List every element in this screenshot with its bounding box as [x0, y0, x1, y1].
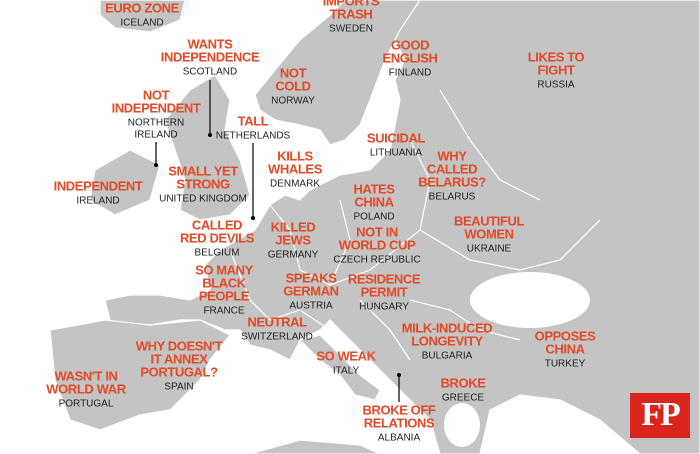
country-name: IRELAND [76, 196, 119, 207]
stereotype-text: SPEAKS [285, 270, 337, 285]
stereotype-text: WANTS [188, 36, 234, 51]
country-name: LITHUANIA [370, 148, 423, 159]
country-name: SWITZERLAND [241, 332, 313, 343]
stereotype-text: NOT IN [356, 224, 398, 239]
country-name: ITALY [333, 366, 360, 377]
country-name: GERMANY [268, 250, 319, 261]
stereotype-text: BEAUTIFUL [454, 213, 525, 228]
stereotype-text: WHY DOESN'T [136, 338, 223, 353]
stereotype-text: CHINA [545, 341, 585, 356]
country-name: FRANCE [203, 306, 244, 317]
stereotype-text: WASN'T IN [54, 368, 117, 383]
stereotype-text: BLACK [202, 275, 247, 290]
logo: FP [630, 393, 690, 438]
stereotype-text: IMPORTS [323, 0, 380, 8]
country-name: UNITED KINGDOM [159, 194, 247, 205]
logo-box [630, 393, 690, 438]
country-name: GREECE [442, 393, 485, 404]
country-name: SWEDEN [329, 24, 373, 35]
country-name: ALBANIA [378, 433, 421, 444]
logo-text: FP [641, 396, 680, 433]
stereotype-text: INDEPENDENCE [161, 49, 260, 64]
stereotype-text: LONGEVITY [411, 333, 483, 348]
pointer-dot [208, 133, 212, 137]
country-name: TURKEY [545, 359, 586, 370]
pointer-dot [397, 373, 401, 377]
stereotype-text: BROKE [441, 375, 487, 390]
stereotype-text: PEOPLE [199, 288, 250, 303]
stereotype-text: WHY [437, 148, 467, 163]
country-name: ICELAND [120, 18, 163, 29]
stereotype-text: BROKE OFF [363, 402, 436, 417]
country-name: BELARUS [429, 192, 476, 203]
stereotype-text: WHALES [268, 161, 323, 176]
stereotype-text: WOMEN [464, 226, 513, 241]
stereotype-text: CHINA [354, 194, 394, 209]
stereotype-text: STRONG [176, 176, 230, 191]
stereotype-text: KILLS [277, 148, 313, 163]
stereotype-text: LIKES TO [528, 49, 585, 64]
country-name: FINLAND [389, 68, 432, 79]
country-name: DENMARK [270, 179, 320, 190]
stereotype-text: OPPOSES [535, 328, 597, 343]
country-name: SPAIN [164, 382, 193, 393]
pointer-dot [154, 163, 158, 167]
stereotype-text: TRASH [330, 6, 373, 21]
stereotype-text: GERMAN [283, 283, 338, 298]
stereotype-text: NEUTRAL [247, 314, 307, 329]
stereotype-text: WORLD CUP [339, 237, 416, 252]
stereotype-text: INDEPENDENT [112, 100, 201, 115]
country-name: RUSSIA [537, 80, 575, 91]
stereotype-text: IT ANNEX [151, 351, 209, 366]
stereotype-text: INDEPENDENT [54, 178, 143, 193]
pointer-dot [251, 216, 255, 220]
country-name: UKRAINE [467, 244, 512, 255]
stereotype-text: HATES [353, 181, 395, 196]
stereotype-text: EURO ZONE [105, 0, 179, 15]
country-name: IRELAND [134, 130, 177, 141]
pointers [154, 80, 401, 402]
stereotype-text: NOT [280, 65, 307, 80]
country-name: CZECH REPUBLIC [333, 255, 420, 266]
stereotype-text: SO WEAK [316, 348, 376, 363]
stereotype-text: WORLD WAR [46, 381, 126, 396]
stereotype-text: CALLED [427, 161, 477, 176]
country-name: NETHERLANDS [216, 131, 291, 142]
stereotype-text: COLD [275, 78, 310, 93]
stereotype-text: RELATIONS [364, 415, 435, 430]
stereotype-text: PERMIT [361, 284, 408, 299]
country-name: NORTHERN [128, 118, 184, 129]
stereotype-text: NOT [143, 87, 170, 102]
stereotype-text: MILK-INDUCED [402, 320, 493, 335]
stereotype-text: TALL [238, 113, 269, 128]
stereotype-text: ENGLISH [383, 50, 438, 65]
country-name: BULGARIA [422, 351, 473, 362]
stereotype-text: PORTUGAL? [140, 364, 218, 379]
stereotype-text: BELARUS? [418, 174, 486, 189]
country-name: POLAND [353, 212, 394, 223]
stereotype-text: RED DEVILS [180, 230, 255, 245]
stereotype-text: SUICIDAL [367, 130, 426, 145]
stereotype-text: GOOD [391, 37, 429, 52]
stereotype-text: SO MANY [195, 262, 254, 277]
country-name: NORWAY [271, 96, 315, 107]
stereotype-text: SMALL YET [168, 163, 238, 178]
stereotype-text: RESIDENCE [348, 271, 421, 286]
stereotype-text: JEWS [275, 232, 311, 247]
country-name: AUSTRIA [289, 301, 333, 312]
country-name: PORTUGAL [59, 399, 114, 410]
land [49, 0, 700, 454]
stereotype-text: CALLED [192, 217, 242, 232]
country-name: HUNGARY [359, 302, 409, 313]
country-name: BELGIUM [194, 248, 239, 259]
stereotype-text: KILLED [271, 219, 316, 234]
stereotype-text: FIGHT [538, 62, 575, 77]
country-name: SCOTLAND [183, 67, 237, 78]
